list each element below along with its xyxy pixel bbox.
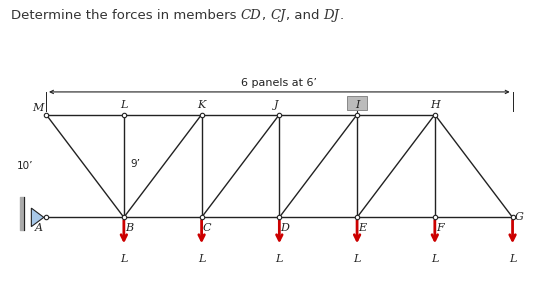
Text: H: H	[430, 100, 439, 110]
Text: L: L	[276, 254, 283, 264]
Text: , and: , and	[286, 9, 323, 22]
Text: .: .	[339, 9, 343, 22]
Text: L: L	[198, 254, 206, 264]
Text: L: L	[431, 254, 438, 264]
Text: CD: CD	[241, 9, 262, 22]
Text: I: I	[355, 100, 359, 110]
Text: L: L	[509, 254, 516, 264]
Text: J: J	[274, 100, 278, 110]
Text: M: M	[33, 103, 44, 113]
Text: Determine the forces in members: Determine the forces in members	[11, 9, 241, 22]
Text: B: B	[125, 223, 133, 233]
Text: G: G	[515, 212, 524, 222]
Polygon shape	[31, 208, 44, 226]
Text: 10’: 10’	[17, 161, 33, 171]
Text: L: L	[120, 100, 128, 110]
Text: L: L	[353, 254, 361, 264]
Text: F: F	[436, 223, 444, 233]
Text: 6 panels at 6’: 6 panels at 6’	[241, 78, 317, 88]
Text: DJ: DJ	[323, 9, 339, 22]
Text: 9’: 9’	[130, 159, 140, 169]
Text: D: D	[280, 223, 289, 233]
Text: C: C	[203, 223, 211, 233]
Text: ,: ,	[262, 9, 270, 22]
Text: K: K	[198, 100, 206, 110]
Bar	[347, 96, 367, 110]
Text: E: E	[359, 223, 367, 233]
Text: A: A	[35, 223, 42, 233]
Text: CJ: CJ	[270, 9, 286, 22]
Text: L: L	[120, 254, 128, 264]
